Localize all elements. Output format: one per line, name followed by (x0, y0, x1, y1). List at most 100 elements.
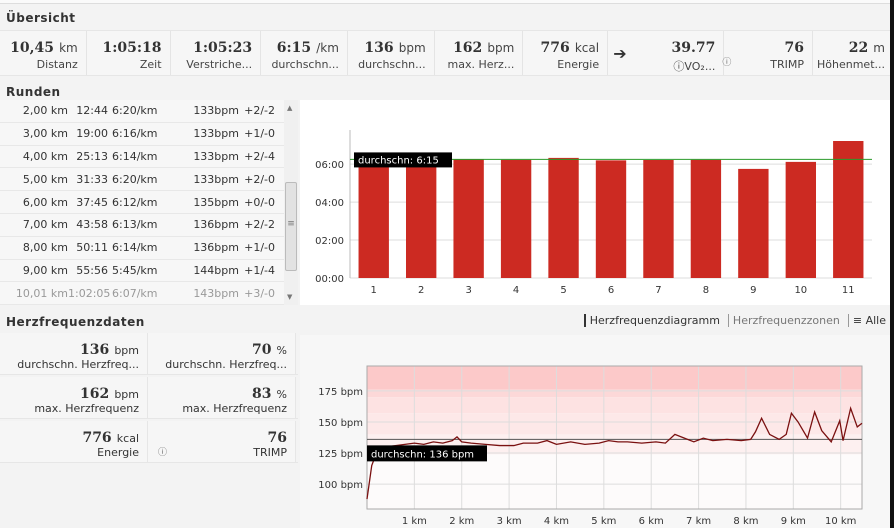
heart-tabs: Herzfrequenzdiagramm Herzfrequenzzonen ≡… (583, 314, 886, 327)
tab-heart-zones[interactable]: Herzfrequenzzonen (727, 314, 840, 327)
lap-cell: 133bpm (193, 149, 239, 163)
stat-unit: kcal (574, 41, 600, 55)
heart-zone-band (367, 389, 862, 398)
lap-cell: 8,00 km (22, 241, 68, 255)
heart-rate-line (366, 405, 863, 500)
help-icon[interactable]: ⓘ (722, 58, 732, 68)
lap-cell: 133bpm (193, 172, 239, 186)
x-tick-label: 1 (371, 285, 377, 296)
average-label: durchschn: 136 bpm (371, 449, 474, 460)
stat-value: 76 (784, 40, 804, 56)
lap-row[interactable]: 3,00 km 19:00 6:16/km 133bpm +1/-0 (0, 122, 284, 146)
lap-cell: 5:45/km (112, 263, 158, 277)
lap-cell: +1/-4 (244, 263, 275, 277)
stat-3: 6:15 /km durchschn... (261, 31, 348, 75)
lap-cell: 6:12/km (112, 195, 158, 209)
average-label-bg (367, 445, 487, 462)
lap-cell: 136bpm (193, 218, 239, 232)
tab-all[interactable]: ≡ Alle (847, 314, 886, 327)
lap-row[interactable]: 6,00 km 37:45 6:12/km 135bpm +0/-0 (0, 191, 284, 214)
lap-row[interactable]: 5,00 km 31:33 6:20/km 133bpm +2/-0 (0, 168, 284, 192)
stat-label: TRIMP (253, 446, 287, 459)
bar (453, 159, 484, 278)
lap-cell: 6,00 km (22, 195, 68, 209)
stat-4: 136 bpm durchschn... (347, 31, 435, 75)
lap-cell: 50:11 (76, 241, 108, 255)
y-tick-label: 06:00 (315, 160, 344, 171)
lap-cell: 4,00 km (22, 149, 68, 163)
heart-stats: 136 bpm durchschn. Herzfreq... 70 % durchsc… (0, 333, 298, 465)
lap-cell: 7,00 km (22, 218, 68, 232)
lap-cell: +2/-2 (244, 218, 275, 232)
plot-border (366, 365, 863, 510)
bar (643, 159, 674, 278)
lap-row[interactable]: 10,01 km 1:02:05 6:07/km 143bpm +3/-0 (0, 282, 284, 305)
y-tick-label: 00:00 (315, 274, 344, 285)
x-tick-label: 6 km (639, 516, 664, 527)
stat-label: Distanz (36, 58, 78, 71)
stat-value: 1:05:23 (193, 40, 253, 56)
lap-row[interactable]: 7,00 km 43:58 6:13/km 136bpm +2/-2 (0, 213, 284, 237)
y-tick-label: 02:00 (315, 236, 344, 247)
stat-unit: bpm (398, 41, 426, 55)
heart-stat: 162 bpm max. Herzfrequenz (0, 377, 148, 418)
lap-cell: 133bpm (193, 127, 239, 141)
lap-cell: 144bpm (193, 263, 239, 277)
lap-cell: 6:07/km (112, 286, 158, 300)
bar (500, 159, 532, 278)
laps-title: Runden (6, 85, 61, 99)
heart-stat: 776 kcal Energie (0, 421, 148, 462)
scroll-up-icon[interactable]: ▲ (287, 104, 293, 112)
stat-unit: bpm (487, 41, 515, 55)
lap-cell: 9,00 km (22, 263, 68, 277)
lap-row[interactable]: 9,00 km 55:56 5:45/km 144bpm +1/-4 (0, 259, 284, 283)
stat-5: 162 bpm max. Herz... (434, 31, 524, 75)
help-icon[interactable]: ⓘ (158, 448, 168, 458)
y-tick-label: 04:00 (315, 198, 344, 209)
x-tick-label: 7 (655, 285, 661, 296)
lap-cell: 25:13 (76, 149, 108, 163)
stat-unit: m (873, 41, 885, 55)
window-edge (890, 0, 894, 528)
x-tick-label: 11 (842, 285, 855, 296)
lap-cell: 1:02:05 (68, 286, 111, 300)
bar (833, 141, 864, 278)
x-tick-label: 4 (513, 285, 519, 296)
stat-value: 136 (79, 342, 110, 358)
lap-cell: 31:33 (76, 172, 108, 186)
overview-title: Übersicht (6, 11, 76, 25)
stat-unit: % (276, 344, 287, 357)
x-tick-label: 3 (465, 285, 471, 296)
lap-cell: 10,01 km (15, 286, 68, 300)
lap-row[interactable]: 2,00 km 12:44 6:20/km 133bpm +2/-2 (0, 100, 284, 123)
stat-7: 39.77 ⓘVO₂... (631, 31, 725, 75)
x-tick-label: 8 km (733, 516, 758, 527)
tab-heart-diagram[interactable]: Herzfrequenzdiagramm (583, 314, 720, 327)
stat-value: 39.77 (671, 40, 716, 56)
stat-label: Höhenmet... (817, 58, 885, 71)
x-tick-label: 10 km (825, 516, 856, 527)
stat-0: 10,45 km Distanz (0, 31, 87, 75)
lap-cell: +2/-2 (244, 104, 275, 118)
arrow-right-icon: ➔ (608, 31, 632, 75)
lap-row[interactable]: 4,00 km 25:13 6:14/km 133bpm +2/-4 (0, 145, 284, 169)
x-tick-label: 3 km (497, 516, 522, 527)
lap-row[interactable]: 8,00 km 50:11 6:14/km 136bpm +1/-0 (0, 236, 284, 260)
scroll-thumb[interactable]: ≡ (285, 182, 297, 271)
bar (690, 159, 722, 278)
y-tick-label: 125 bpm (318, 449, 363, 460)
lap-cell: 55:56 (76, 263, 108, 277)
heart-stat: 70 % durchschn. Herzfreq... (148, 333, 296, 374)
laps-scrollbar[interactable]: ▲ ≡ ▼ (284, 100, 298, 305)
lap-cell: +2/-0 (244, 172, 275, 186)
stat-label: Zeit (139, 58, 162, 71)
x-tick-label: 8 (703, 285, 709, 296)
lap-cell: 6:13/km (112, 218, 158, 232)
x-tick-label: 5 km (591, 516, 616, 527)
stat-2: 1:05:23 Verstriche... (170, 31, 262, 75)
lap-cell: +1/-0 (244, 241, 275, 255)
bar (595, 160, 627, 278)
scroll-down-icon[interactable]: ▼ (287, 293, 293, 301)
lap-cell: 3,00 km (22, 127, 68, 141)
stat-unit: bpm (114, 344, 139, 357)
